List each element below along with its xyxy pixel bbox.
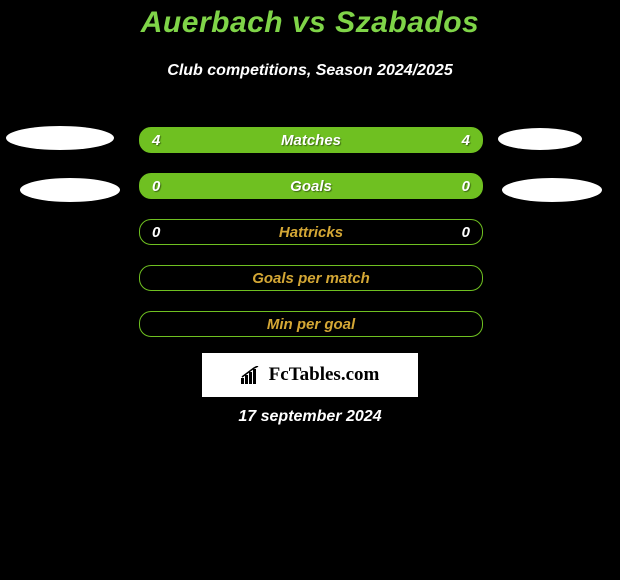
- stats-card: Auerbach vs Szabados Club competitions, …: [0, 0, 620, 580]
- stat-label: Goals per match: [252, 270, 370, 287]
- team1-photo-placeholder-2: [20, 178, 120, 202]
- stat-bar-min-per-goal: Min per goal: [139, 311, 483, 337]
- stat-bar-goals: 0 Goals 0: [139, 173, 483, 199]
- stat-bar-matches: 4 Matches 4: [139, 127, 483, 153]
- team2-photo-placeholder-2: [502, 178, 602, 202]
- team2-photo-placeholder-1: [498, 128, 582, 150]
- stat-label: Min per goal: [267, 316, 355, 333]
- stat-value-left: 0: [152, 174, 160, 198]
- stat-label: Matches: [281, 132, 341, 149]
- stat-label: Goals: [290, 178, 332, 195]
- stat-bar-goals-per-match: Goals per match: [139, 265, 483, 291]
- stat-value-left: 4: [152, 128, 160, 152]
- stat-value-right: 4: [462, 128, 470, 152]
- logo: FcTables.com: [241, 364, 380, 386]
- team1-photo-placeholder-1: [6, 126, 114, 150]
- date-label: 17 september 2024: [0, 408, 620, 426]
- logo-box[interactable]: FcTables.com: [202, 353, 418, 397]
- bar-chart-icon: [241, 366, 263, 384]
- stat-value-right: 0: [462, 220, 470, 244]
- stat-value-right: 0: [462, 174, 470, 198]
- logo-text: FcTables.com: [269, 364, 380, 386]
- stat-label: Hattricks: [279, 224, 343, 241]
- page-title: Auerbach vs Szabados: [0, 6, 620, 40]
- subtitle: Club competitions, Season 2024/2025: [0, 62, 620, 80]
- stat-value-left: 0: [152, 220, 160, 244]
- stat-bar-hattricks: 0 Hattricks 0: [139, 219, 483, 245]
